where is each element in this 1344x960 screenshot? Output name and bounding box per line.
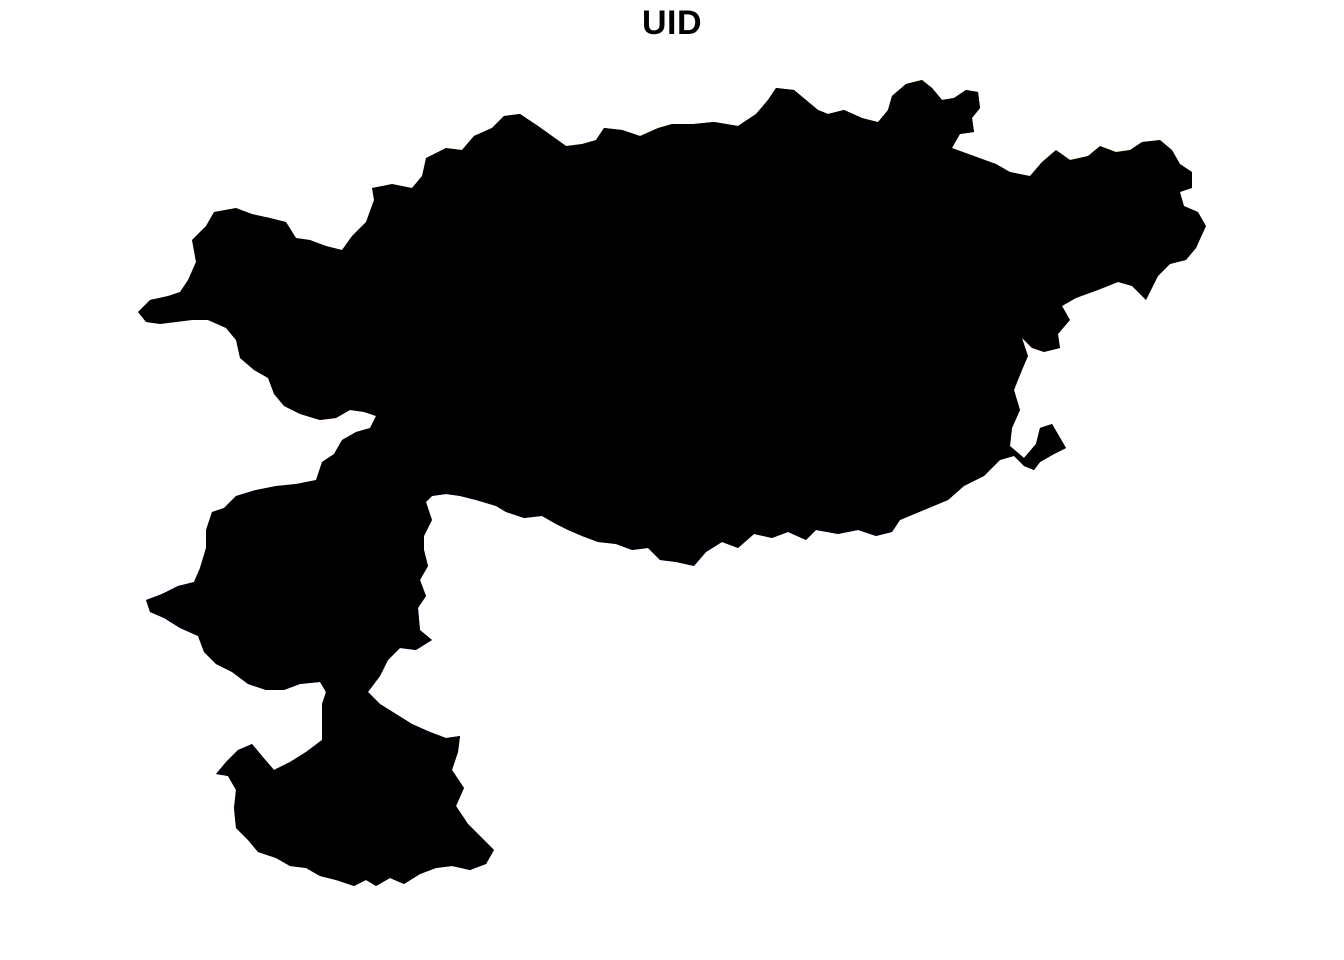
country-outline [138, 80, 1206, 886]
map-title: UID [641, 4, 703, 42]
